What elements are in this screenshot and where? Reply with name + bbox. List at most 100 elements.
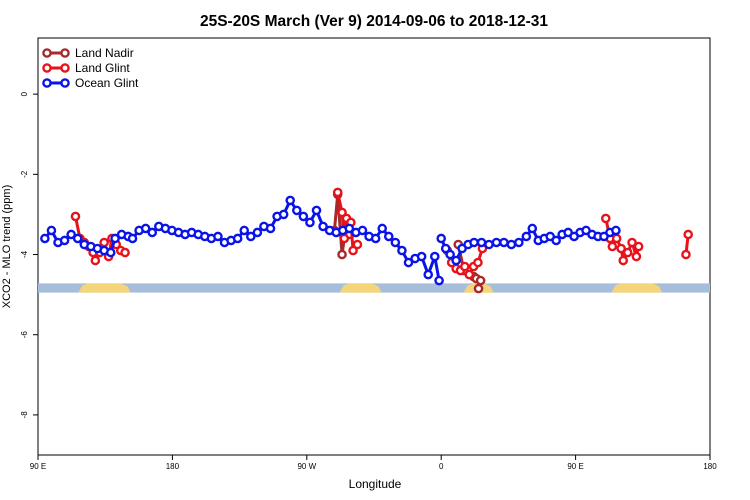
data-point <box>344 223 355 234</box>
data-point <box>607 241 618 252</box>
data-point <box>110 233 120 244</box>
data-point <box>245 231 256 242</box>
data-point <box>370 233 381 244</box>
legend-label: Land Nadir <box>75 46 134 60</box>
data-point <box>337 207 347 218</box>
data-point <box>46 225 57 236</box>
land-ocean-band <box>38 283 710 293</box>
x-tick-label: 0 <box>439 462 444 471</box>
data-point <box>459 261 470 272</box>
legend-marker <box>60 63 70 73</box>
data-point <box>239 225 250 236</box>
y-tick-label: -6 <box>20 331 29 339</box>
legend-marker <box>42 48 52 58</box>
data-point <box>66 229 76 240</box>
data-point <box>318 221 328 232</box>
data-point <box>265 223 276 234</box>
data-point <box>298 211 309 222</box>
legend-label: Ocean Glint <box>75 76 139 90</box>
data-point <box>403 257 414 268</box>
data-point <box>105 247 116 258</box>
data-point <box>527 223 538 234</box>
data-point <box>252 227 263 238</box>
data-point <box>352 239 363 250</box>
y-tick-label: -2 <box>20 170 29 178</box>
y-tick-label: 0 <box>20 91 29 96</box>
land-patch-0 <box>78 283 131 293</box>
data-point <box>377 223 388 234</box>
y-tick-label: -8 <box>20 411 29 419</box>
data-point <box>521 231 532 242</box>
data-point <box>72 233 83 244</box>
data-point <box>627 237 637 248</box>
x-axis-label: Longitude <box>349 477 402 491</box>
data-point <box>423 269 434 280</box>
data-point <box>70 211 81 222</box>
data-point <box>285 195 296 206</box>
data-point <box>633 241 644 252</box>
data-point <box>147 227 158 238</box>
data-point <box>59 235 70 246</box>
data-point <box>213 231 223 242</box>
data-point <box>337 249 347 260</box>
data-point <box>278 209 289 220</box>
legend-marker <box>42 78 52 88</box>
data-point <box>397 245 407 256</box>
data-point <box>383 231 394 242</box>
x-tick-label: 180 <box>703 462 717 471</box>
series-ocean-glint <box>40 195 621 286</box>
y-axis-label: XCO2 - MLO trend (ppm) <box>1 185 13 308</box>
data-point <box>390 237 401 248</box>
data-point <box>683 229 693 240</box>
chart-title: 25S-20S March (Ver 9) 2014-09-06 to 2018… <box>200 13 548 30</box>
legend-marker <box>60 48 70 58</box>
data-point <box>681 249 691 260</box>
data-point <box>348 245 358 256</box>
data-point <box>99 237 109 248</box>
data-point <box>291 205 302 216</box>
land-patch-3 <box>611 283 663 293</box>
axes: 90 E 180 90 W 0 90 E 180 0 -2 -4 -6 -8 <box>20 91 717 471</box>
data-point <box>616 243 626 254</box>
land-patch-1 <box>339 283 382 293</box>
data-point <box>429 251 440 262</box>
data-point <box>311 205 322 216</box>
data-point <box>120 247 130 258</box>
data-point <box>484 239 494 250</box>
data-point <box>514 237 524 248</box>
legend-label: Land Glint <box>75 61 130 75</box>
x-tick-label: 90 E <box>30 462 46 471</box>
data-point <box>473 283 484 294</box>
data-point <box>434 275 444 286</box>
data-point <box>611 225 621 236</box>
legend-marker <box>60 78 70 88</box>
data-point <box>499 237 509 248</box>
data-point <box>475 275 486 286</box>
data-point <box>631 251 642 262</box>
data-point <box>445 249 455 260</box>
data-point <box>451 255 461 266</box>
data-point <box>127 233 138 244</box>
data-point <box>416 251 427 262</box>
data-point <box>305 217 315 228</box>
data-point <box>40 233 50 244</box>
data-point <box>491 237 502 248</box>
data-point <box>90 255 101 266</box>
data-point <box>473 257 483 268</box>
data-point <box>357 225 368 236</box>
data-point <box>440 243 451 254</box>
data-point <box>476 237 487 248</box>
data-point <box>436 233 447 244</box>
data-point <box>600 213 611 224</box>
x-tick-label: 180 <box>166 462 180 471</box>
data-point <box>232 233 243 244</box>
data-point <box>506 239 517 250</box>
plot-frame <box>37 37 711 456</box>
legend-marker <box>42 63 52 73</box>
data-point <box>551 235 561 246</box>
data-point <box>618 255 629 266</box>
data-point <box>611 233 622 244</box>
data-point <box>622 247 633 258</box>
